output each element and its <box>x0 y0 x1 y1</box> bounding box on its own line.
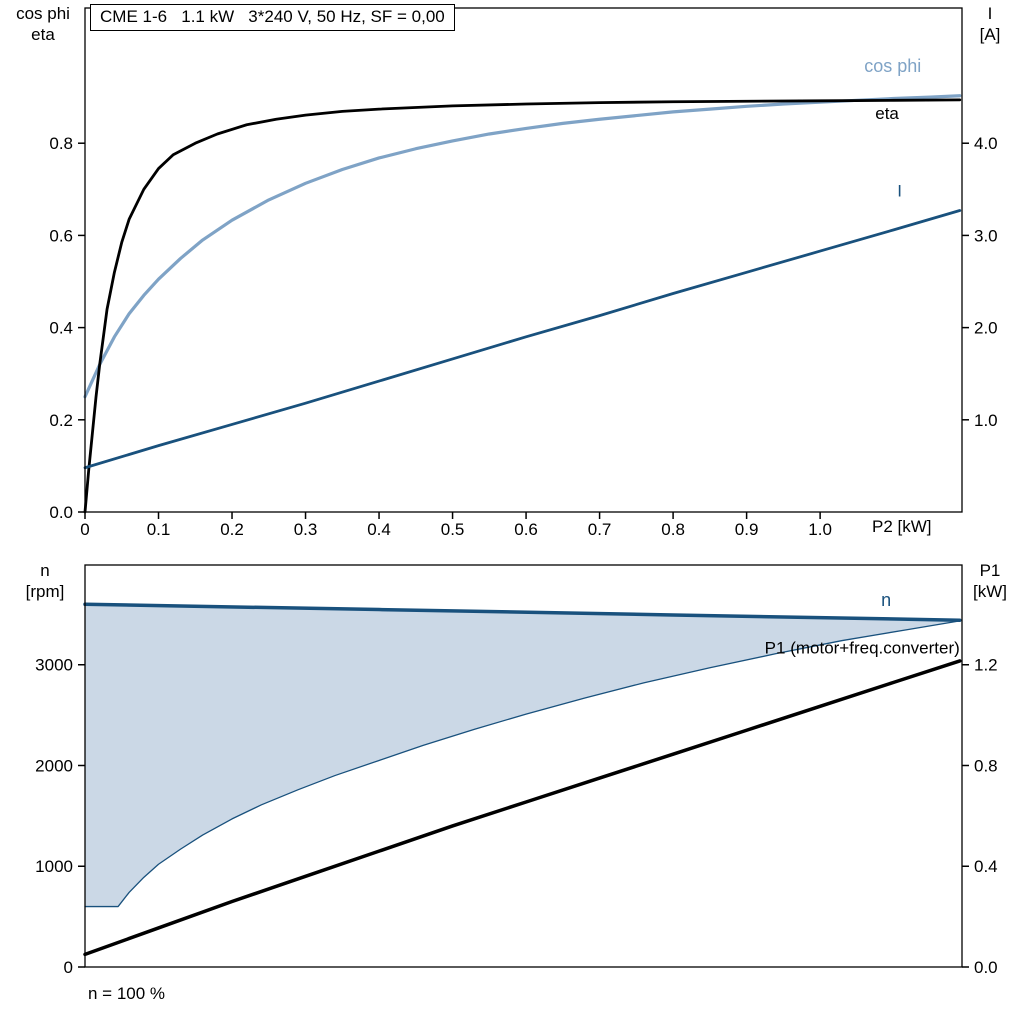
x-tick-label: 0.3 <box>294 520 318 539</box>
curve-label-p1-motor-freq-converter: P1 (motor+freq.converter) <box>765 638 960 657</box>
axis-label-cos-phi: cos phi <box>16 4 70 23</box>
left-tick-label: 0 <box>64 958 73 977</box>
left-tick-label: 0.4 <box>49 319 73 338</box>
axis-label-eta: eta <box>31 25 55 44</box>
chart-1: 0.0 0.2 0.4 0.6 0.8 1.0 2.0 3.0 4.0 0 0.1 0.2 0.3 0.4… <box>49 7 998 539</box>
right-tick-label: 3.0 <box>974 226 998 245</box>
right-tick-label: 0.0 <box>974 958 998 977</box>
x-tick-label: 0.9 <box>735 520 759 539</box>
series-cos-phi <box>83 94 962 399</box>
axis-label-current-unit: [A] <box>979 25 1001 44</box>
top-left-axis-label: cos phi eta <box>2 3 84 45</box>
axis-label-current: I <box>987 4 993 23</box>
left-tick-label: 2000 <box>35 756 73 775</box>
x-tick-label: 0.7 <box>588 520 612 539</box>
left-tick-label: 0.2 <box>49 411 73 430</box>
curve-label-eta: eta <box>875 104 899 123</box>
axis-label-p1: P1 <box>979 561 1001 580</box>
series-eta <box>83 98 962 514</box>
right-tick-label: 4.0 <box>974 134 998 153</box>
chart-2: 0 1000 2000 3000 0.0 0.4 0.8 1.2 n P1 (motor+freq… <box>35 564 998 977</box>
axis-label-p1-unit: [kW] <box>973 582 1007 601</box>
x-tick-label: 0 <box>80 520 89 539</box>
x-tick-label: 0.5 <box>441 520 465 539</box>
plot-border <box>84 7 963 513</box>
top-right-axis-label: I [A] <box>961 3 1019 45</box>
right-tick-label: 1.0 <box>974 411 998 430</box>
right-tick-label: 1.2 <box>974 656 998 675</box>
bottom-left-axis-label: n [rpm] <box>8 560 82 602</box>
series-speed-range-lower-bound <box>84 620 961 908</box>
curve-label-i: I <box>897 182 902 201</box>
right-tick-label: 0.4 <box>974 857 998 876</box>
series-p1-motor-freq-converter <box>83 659 962 957</box>
curve-label-cos-phi: cos phi <box>864 56 921 76</box>
left-tick-label: 0.0 <box>49 503 73 522</box>
x-tick-label: 0.8 <box>661 520 685 539</box>
footnote-speed-percent: n = 100 % <box>88 984 166 1003</box>
left-tick-label: 0.6 <box>49 226 73 245</box>
series-i <box>83 209 962 470</box>
left-tick-label: 3000 <box>35 656 73 675</box>
x-tick-label: 0.4 <box>367 520 391 539</box>
x-tick-label: 0.6 <box>514 520 538 539</box>
bottom-right-axis-label: P1 [kW] <box>961 560 1019 602</box>
series-n <box>83 602 962 622</box>
left-tick-label: 0.8 <box>49 134 73 153</box>
right-tick-label: 0.8 <box>974 756 998 775</box>
curve-label-n: n <box>881 590 891 610</box>
right-tick-label: 2.0 <box>974 319 998 338</box>
axis-label-speed-unit: [rpm] <box>25 582 65 601</box>
x-tick-label: 0.2 <box>220 520 244 539</box>
x-tick-label: 0.1 <box>147 520 171 539</box>
chart-title: CME 1-6 1.1 kW 3*240 V, 50 Hz, SF = 0,00 <box>90 4 455 31</box>
x-axis-label: P2 [kW] <box>872 517 932 536</box>
left-tick-label: 1000 <box>35 857 73 876</box>
x-tick-label: 1.0 <box>808 520 832 539</box>
axis-label-speed: n <box>40 561 50 580</box>
speed-control-range-area <box>85 604 960 907</box>
